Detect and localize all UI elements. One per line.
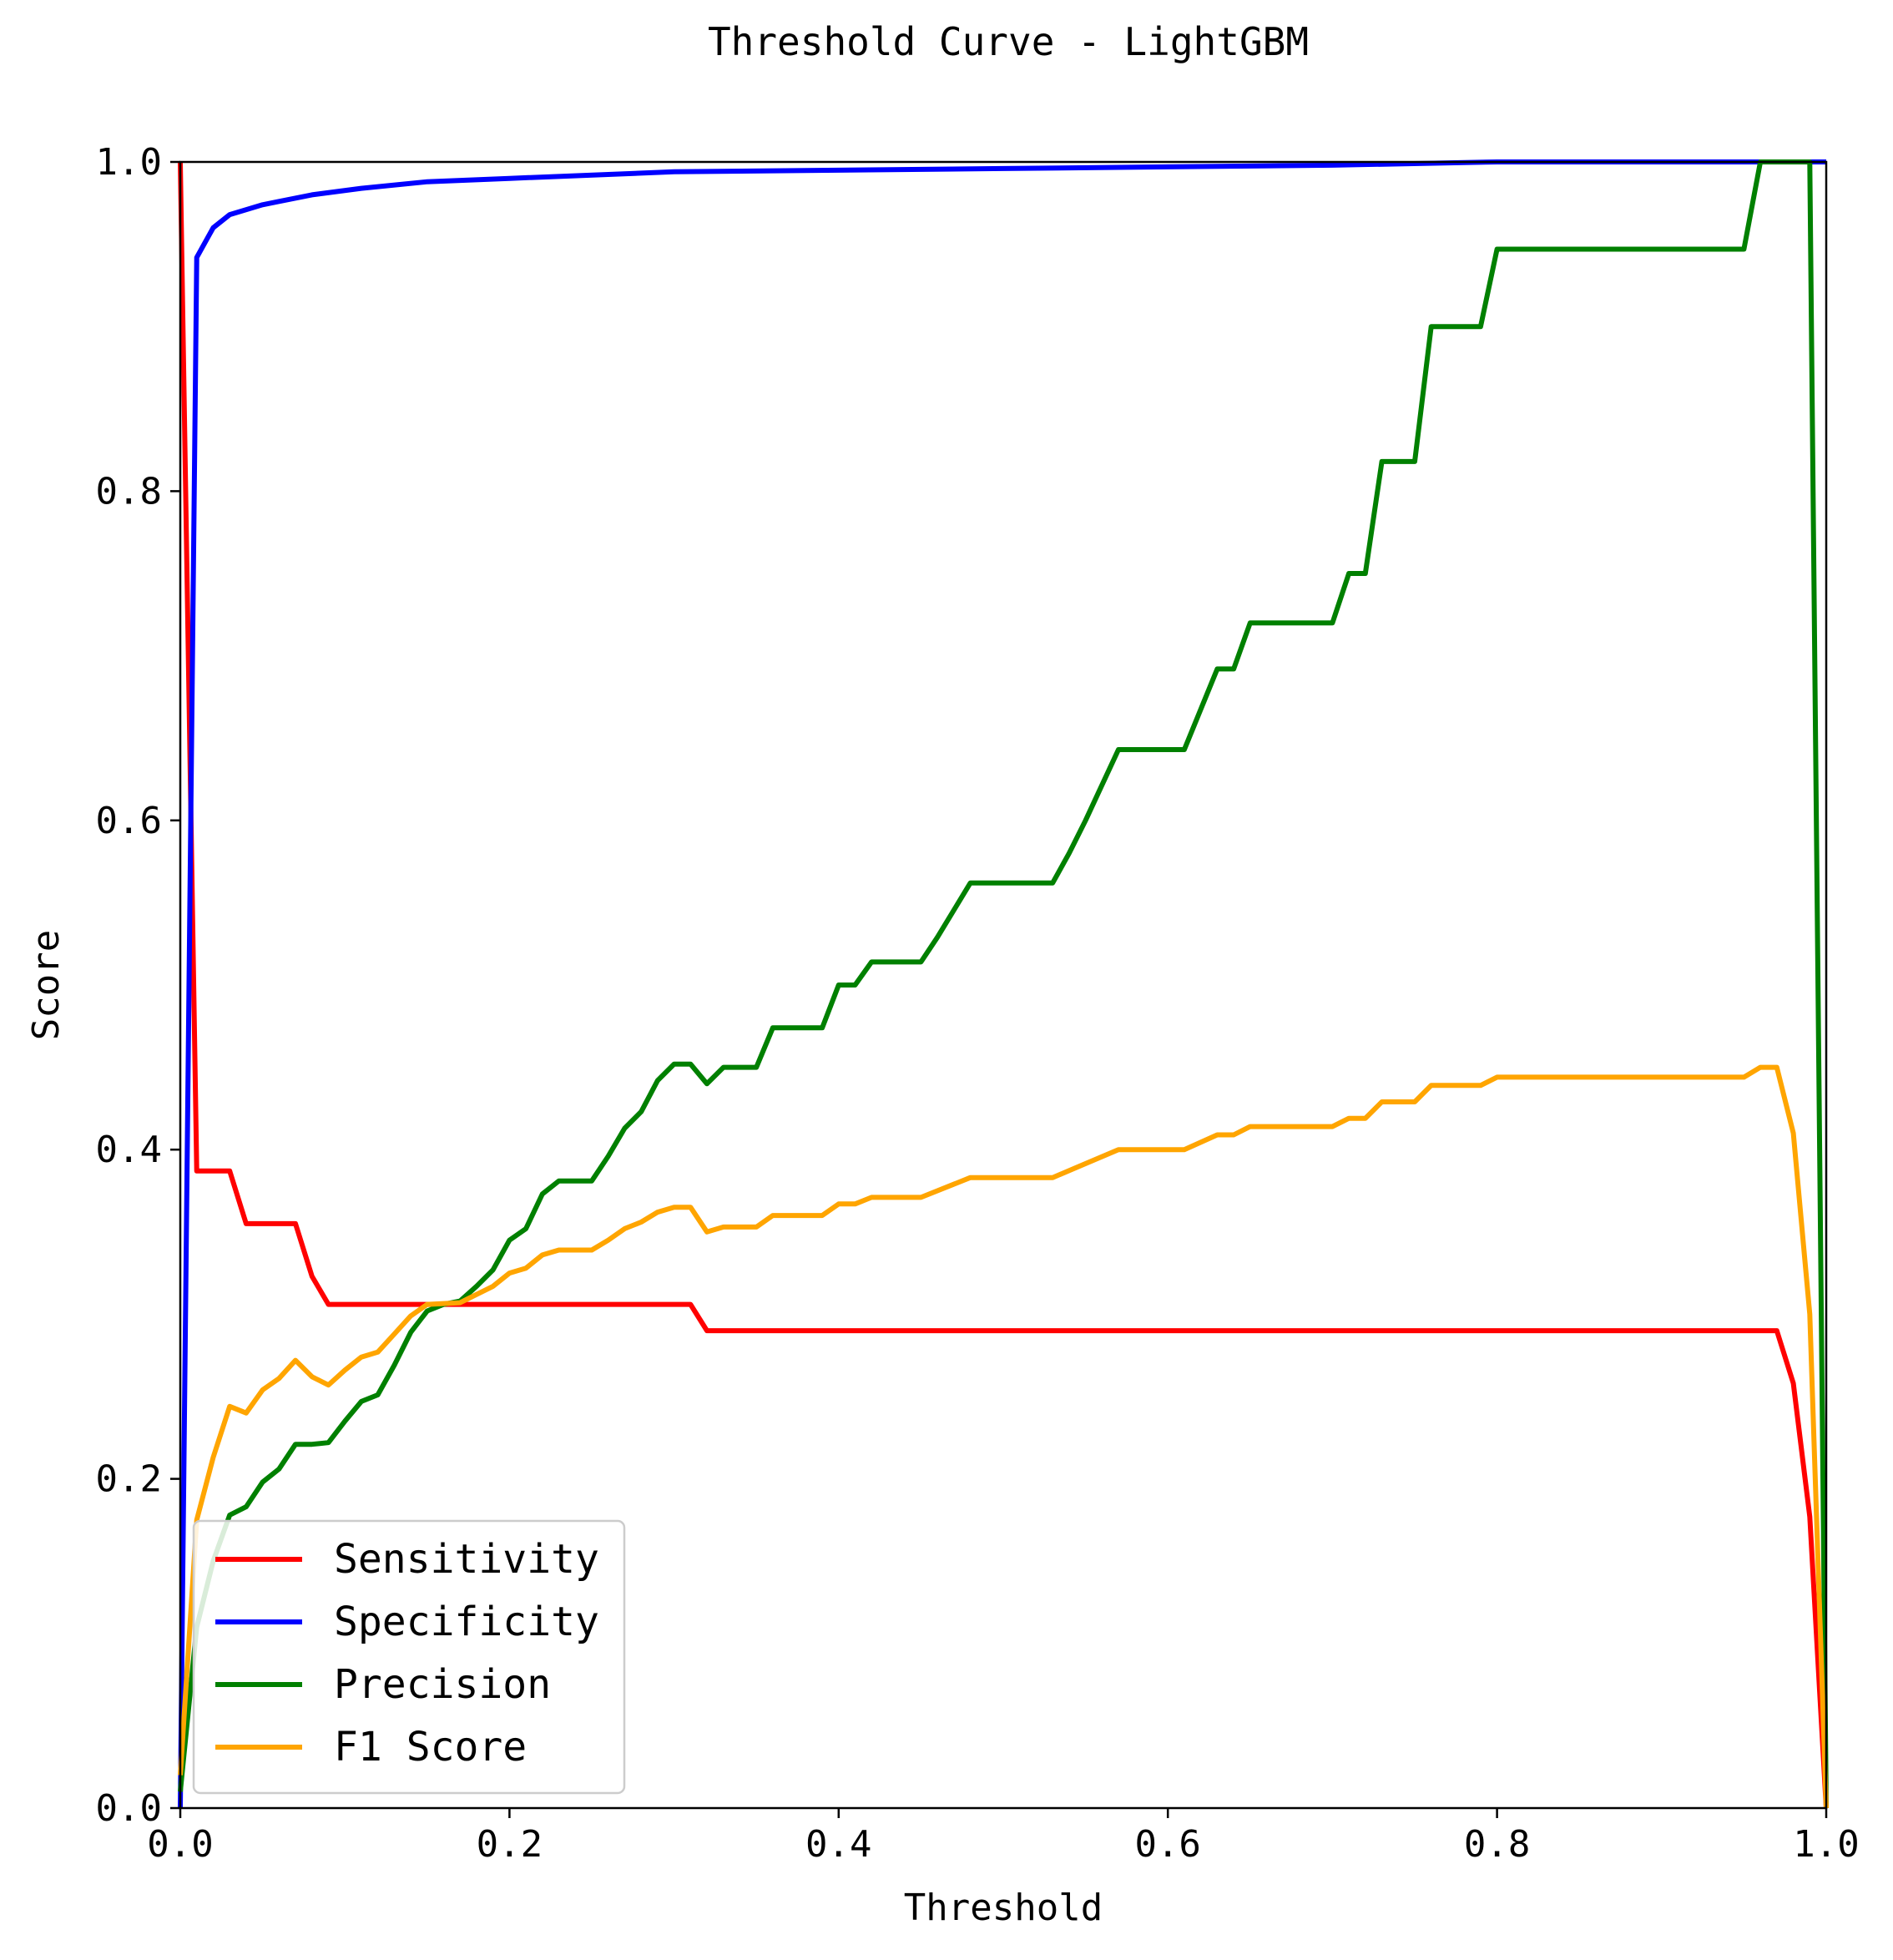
series-line-precision	[178, 159, 1829, 1809]
legend-label-f1-score: F1 Score	[334, 1724, 527, 1771]
x-tick-label: 1.0	[1793, 1823, 1859, 1866]
y-tick-label: 0.0	[96, 1787, 162, 1830]
y-tick-label: 0.4	[96, 1129, 162, 1171]
y-axis-label: Score	[25, 930, 68, 1040]
x-tick-label: 0.2	[477, 1823, 543, 1866]
y-tick-label: 0.8	[96, 470, 162, 513]
legend-label-precision: Precision	[334, 1661, 551, 1708]
series-line-sensitivity	[178, 161, 1829, 1809]
chart-title: Threshold Curve - LightGBM	[708, 19, 1309, 64]
x-axis-label: Threshold	[904, 1887, 1103, 1929]
legend-frame	[192, 1519, 626, 1795]
y-axis-ticks: 0.0 0.2 0.4 0.6 0.8 1.0	[96, 141, 180, 1830]
legend-label-sensitivity: Sensitivity	[334, 1536, 599, 1583]
x-tick-label: 0.8	[1464, 1823, 1530, 1866]
x-tick-label: 0.0	[147, 1823, 213, 1866]
x-tick-label: 0.4	[805, 1823, 871, 1866]
series-line-specificity	[178, 159, 1826, 1809]
legend: Sensitivity Specificity Precision F1 Score	[192, 1519, 626, 1795]
series-line-f1-score	[178, 1064, 1829, 1809]
y-tick-label: 1.0	[96, 141, 162, 184]
x-tick-label: 0.6	[1134, 1823, 1200, 1866]
y-tick-label: 0.6	[96, 800, 162, 842]
legend-label-specificity: Specificity	[334, 1599, 599, 1645]
y-tick-label: 0.2	[96, 1458, 162, 1501]
plot-frame	[179, 160, 1828, 1810]
series-layer	[178, 159, 1829, 1809]
x-axis-ticks: 0.0 0.2 0.4 0.6 0.8 1.0	[147, 1808, 1860, 1866]
